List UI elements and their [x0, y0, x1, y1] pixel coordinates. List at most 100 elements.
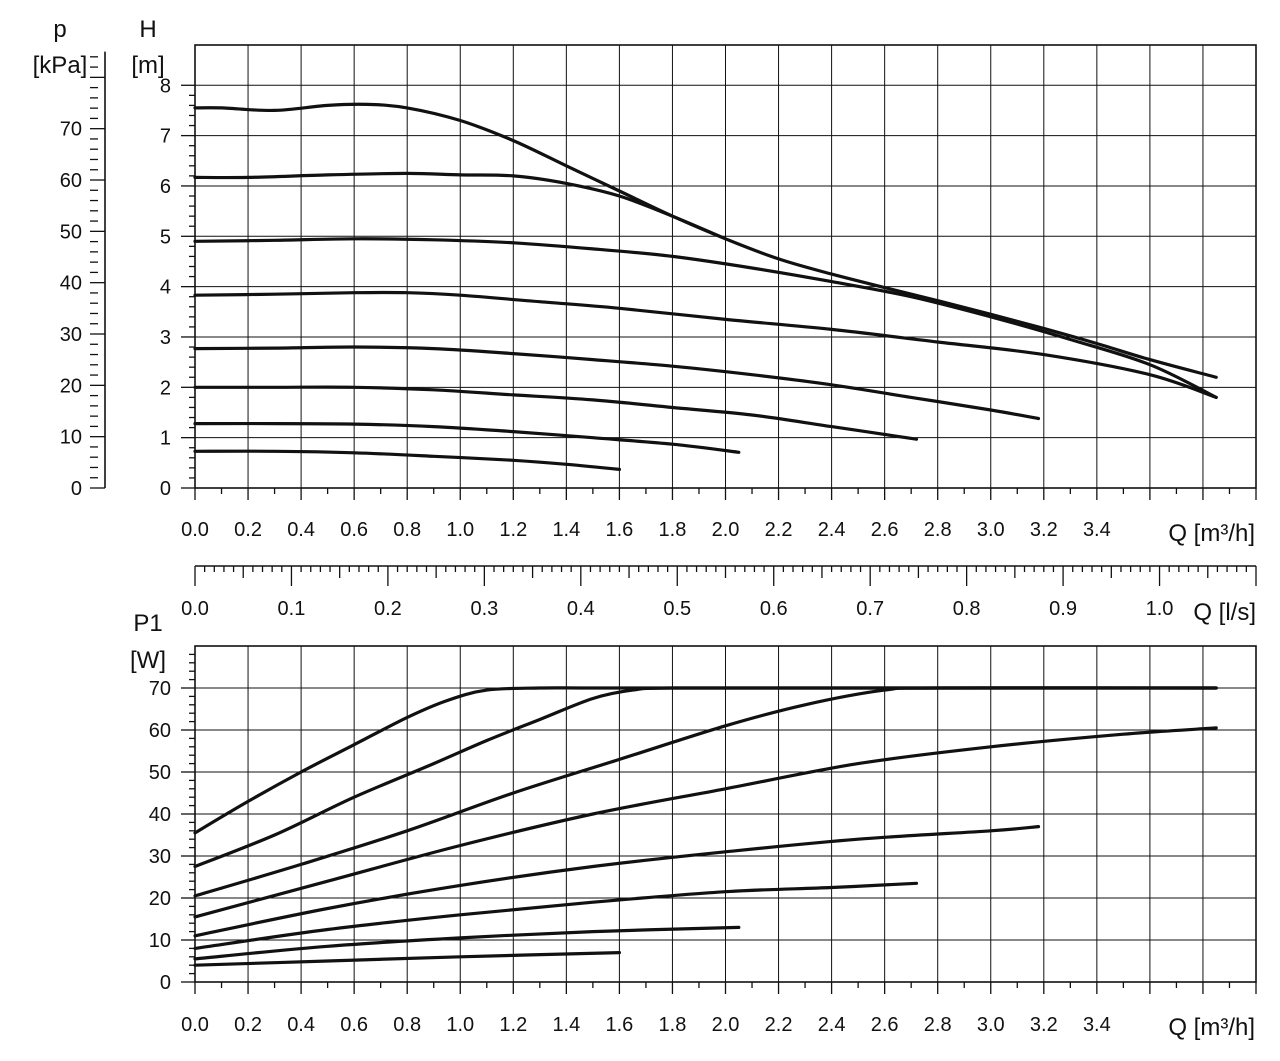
q-tick-label: 1.6	[605, 519, 633, 541]
power-curve-5	[193, 825, 1041, 938]
flow-ls-tick-label: 0.8	[953, 598, 981, 620]
flow-ls-tick-label: 0.1	[278, 598, 306, 620]
pressure-axis: 0 10 20 30 40 50 60 70	[60, 51, 106, 500]
pressure-tick-label: 10	[60, 427, 82, 449]
head-tick-label: 6	[160, 176, 171, 198]
head-chart-q-axis-label: Q [m³/h]	[1168, 520, 1255, 547]
q-tick-label: 2.0	[712, 1014, 740, 1036]
power-tick-label: 0	[160, 972, 171, 994]
head-tick-label: 4	[160, 277, 171, 299]
power-curve-6	[193, 881, 919, 950]
q-tick-label: 0.4	[287, 1014, 315, 1036]
q-tick-label: 2.0	[712, 519, 740, 541]
pressure-tick-label: 20	[60, 375, 82, 397]
flow-ls-tick-label: 0.7	[856, 598, 884, 620]
power-tick-label: 70	[149, 678, 171, 700]
q-tick-label: 3.2	[1030, 1014, 1058, 1036]
flow-ls-tick-label: 1.0	[1146, 598, 1174, 620]
head-axis-symbol: H	[139, 16, 156, 43]
power-chart-q-axis: 0.0 0.2 0.4 0.6 0.8 1.0 1.2 1.4 1.6 1.8 2.0 2.2 2.4 2…	[181, 982, 1257, 1036]
head-curves	[193, 102, 1218, 471]
power-curves	[193, 686, 1218, 967]
pressure-tick-label: 50	[60, 221, 82, 243]
power-chart-grid	[195, 646, 1256, 982]
q-tick-label: 0.8	[393, 1014, 421, 1036]
pressure-axis-unit: [kPa]	[33, 52, 88, 79]
q-tick-label: 3.0	[977, 1014, 1005, 1036]
flow-ls-tick-label: 0.6	[760, 598, 788, 620]
q-tick-label: 2.8	[924, 1014, 952, 1036]
q-tick-label: 0.0	[181, 519, 209, 541]
pressure-tick-label: 60	[60, 170, 82, 192]
flow-ls-tick-label: 0.2	[374, 598, 402, 620]
flow-ls-ticks: 0.0 0.1 0.2 0.3 0.4 0.5 0.6 0.7 0.8 0.9 1.0	[181, 566, 1257, 620]
head-curve-5	[193, 345, 1041, 421]
q-tick-label: 1.4	[552, 519, 580, 541]
head-tick-label: 8	[160, 75, 171, 97]
q-tick-label: 1.4	[552, 1014, 580, 1036]
flow-ls-tick-label: 0.9	[1049, 598, 1077, 620]
power-tick-label: 30	[149, 846, 171, 868]
flow-ls-axis: 0.0 0.1 0.2 0.3 0.4 0.5 0.6 0.7 0.8 0.9 1.0 Q [l/s…	[181, 565, 1257, 626]
q-tick-label: 3.4	[1083, 1014, 1111, 1036]
pressure-tick-label: 40	[60, 273, 82, 295]
q-tick-label: 1.0	[446, 1014, 474, 1036]
head-curve-3	[193, 237, 1218, 399]
q-tick-label: 1.6	[605, 1014, 633, 1036]
q-tick-label: 0.0	[181, 1014, 209, 1036]
head-tick-label: 5	[160, 226, 171, 248]
q-tick-label: 0.2	[234, 519, 262, 541]
q-tick-label: 0.6	[340, 1014, 368, 1036]
q-tick-label: 3.0	[977, 519, 1005, 541]
power-curve-3	[193, 686, 1218, 898]
power-tick-label: 40	[149, 804, 171, 826]
q-tick-label: 1.0	[446, 519, 474, 541]
q-tick-label: 3.4	[1083, 519, 1111, 541]
flow-ls-tick-label: 0.0	[181, 598, 209, 620]
pressure-axis-symbol: p	[53, 16, 66, 43]
power-tick-label: 10	[149, 930, 171, 952]
q-tick-label: 2.6	[871, 1014, 899, 1036]
flow-ls-tick-label: 0.5	[663, 598, 691, 620]
power-tick-label: 60	[149, 720, 171, 742]
power-curve-8	[193, 951, 621, 967]
head-curve-6	[193, 385, 919, 441]
q-tick-label: 2.2	[765, 519, 793, 541]
q-tick-label: 1.8	[659, 1014, 687, 1036]
head-axis-unit: [m]	[131, 52, 164, 79]
q-tick-label: 2.4	[818, 1014, 846, 1036]
head-tick-label: 2	[160, 377, 171, 399]
power-curve-4	[193, 726, 1218, 919]
flow-ls-axis-label: Q [l/s]	[1193, 599, 1256, 626]
power-curve-1	[193, 686, 1218, 835]
pressure-tick-label: 70	[60, 119, 82, 141]
flow-ls-tick-label: 0.4	[567, 598, 595, 620]
power-curve-2	[193, 686, 1218, 869]
q-tick-label: 2.6	[871, 519, 899, 541]
pressure-tick-label: 30	[60, 324, 82, 346]
power-curve-7	[193, 925, 741, 961]
flow-ls-tick-label: 0.3	[470, 598, 498, 620]
power-axis-unit: [W]	[130, 647, 166, 674]
q-tick-label: 0.4	[287, 519, 315, 541]
power-chart-q-axis-label: Q [m³/h]	[1168, 1014, 1255, 1041]
q-tick-label: 2.4	[818, 519, 846, 541]
pressure-tick-label: 0	[71, 478, 82, 500]
head-curve-8	[193, 449, 621, 471]
q-tick-label: 0.8	[393, 519, 421, 541]
q-tick-label: 0.2	[234, 1014, 262, 1036]
head-axis: 0 1 2 3 4 5 6 7 8	[160, 75, 195, 500]
power-axis-symbol: P1	[133, 610, 162, 637]
power-curve-chart: 0 10 20 30 40 50 60 70 0.0 0.2 0.4 0.6 0.8 1.0 1.2 1.4…	[130, 610, 1257, 1041]
power-tick-label: 20	[149, 888, 171, 910]
q-tick-label: 3.2	[1030, 519, 1058, 541]
q-tick-label: 1.2	[499, 1014, 527, 1036]
head-chart-q-axis: 0.0 0.2 0.4 0.6 0.8 1.0 1.2 1.4 1.6 1.8 2.0 2.2 2.4 2…	[181, 488, 1257, 541]
q-tick-label: 2.8	[924, 519, 952, 541]
head-tick-label: 0	[160, 478, 171, 500]
head-curve-4	[193, 290, 1218, 399]
head-tick-label: 1	[160, 428, 171, 450]
head-curve-7	[193, 421, 741, 454]
